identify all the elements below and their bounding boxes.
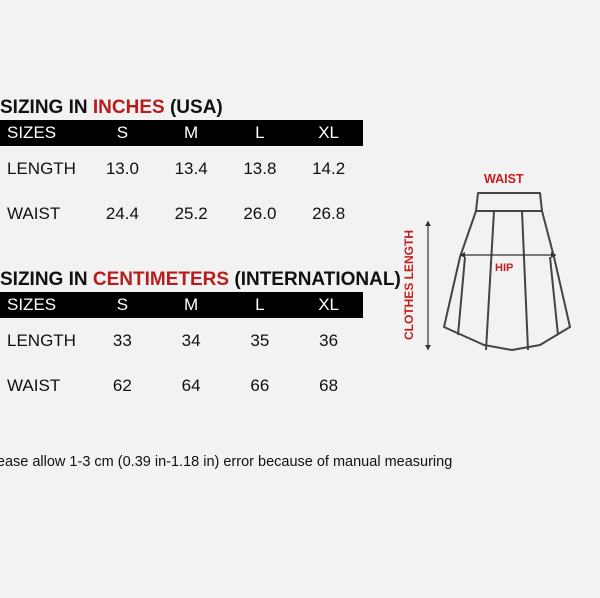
header-cell: M — [156, 292, 226, 318]
table-row: LENGTH 33 34 35 36 — [0, 318, 363, 363]
skirt-pleat-line — [521, 210, 529, 351]
title-prefix: SIZING IN — [0, 269, 93, 290]
header-cell: S — [88, 120, 157, 146]
header-cell: SIZES — [0, 292, 88, 318]
table-cell: 14.2 — [312, 158, 346, 178]
row-label: LENGTH — [7, 158, 76, 178]
table-cell: 36 — [319, 330, 339, 350]
arrow-head — [425, 221, 431, 226]
row-label: WAIST — [7, 375, 61, 395]
table-cell: 25.2 — [174, 203, 208, 223]
table-cell: 13.0 — [105, 158, 139, 178]
inches-size-table: SIZES S M L XL LENGTH 13.0 13.4 13.8 14.… — [0, 120, 363, 236]
table-cell: 13.4 — [174, 158, 208, 178]
centimeters-section-title: SIZING IN CENTIMETERS (INTERNATIONAL) — [0, 269, 401, 291]
table-cell: 64 — [181, 375, 201, 395]
skirt-pleat-line — [485, 210, 495, 351]
header-cell: M — [156, 120, 226, 146]
skirt-diagram — [425, 192, 571, 351]
table-row: WAIST 62 64 66 68 — [0, 363, 363, 408]
header-cell: S — [88, 292, 157, 318]
header-cell: L — [225, 292, 295, 318]
row-label: WAIST — [7, 203, 61, 223]
skirt-pleat-line — [549, 256, 559, 336]
table-header-row: SIZES S M L XL — [0, 120, 363, 146]
note-text: Please allow 1-3 cm (0.39 in-1.18 in) er… — [0, 454, 453, 470]
waistband-outline — [475, 192, 543, 212]
table-cell: 26.8 — [312, 203, 346, 223]
title-prefix: SIZING IN — [0, 97, 93, 118]
row-label: LENGTH — [7, 330, 76, 350]
table-cell: 24.4 — [105, 203, 139, 223]
header-cell: SIZES — [0, 120, 88, 146]
table-cell: 68 — [319, 375, 339, 395]
centimeters-size-table: SIZES S M L XL LENGTH 33 34 35 36 WAIST … — [0, 292, 363, 408]
table-cell: 26.0 — [243, 203, 277, 223]
header-cell: XL — [294, 292, 363, 318]
skirt-outline — [443, 210, 571, 351]
skirt-pleat-line — [457, 256, 466, 336]
title-suffix: (USA) — [164, 97, 223, 118]
title-accent: CENTIMETERS — [92, 269, 230, 290]
arrow-head — [425, 345, 431, 350]
header-cell: L — [225, 120, 295, 146]
table-header-row: SIZES S M L XL — [0, 292, 363, 318]
table-cell: 66 — [250, 375, 270, 395]
header-cell: XL — [294, 120, 363, 146]
measurement-note: Please allow 1-3 cm (0.39 in-1.18 in) er… — [0, 454, 502, 470]
title-suffix: (INTERNATIONAL) — [229, 269, 401, 290]
clothes-length-label: CLOTHES LENGTH — [402, 230, 416, 340]
table-cell: 62 — [112, 375, 132, 395]
table-cell: 35 — [250, 330, 270, 350]
table-row: LENGTH 13.0 13.4 13.8 14.2 — [0, 146, 363, 191]
arrow-head — [460, 252, 465, 258]
table-cell: 13.8 — [243, 158, 277, 178]
inches-section-title: SIZING IN INCHES (USA) — [0, 97, 223, 119]
arrow-head — [551, 252, 556, 258]
waist-label: WAIST — [484, 172, 524, 186]
table-row: WAIST 24.4 25.2 26.0 26.8 — [0, 191, 363, 236]
table-cell: 33 — [112, 330, 132, 350]
hip-label: HIP — [495, 262, 514, 274]
title-accent: INCHES — [92, 97, 165, 118]
table-cell: 34 — [181, 330, 201, 350]
